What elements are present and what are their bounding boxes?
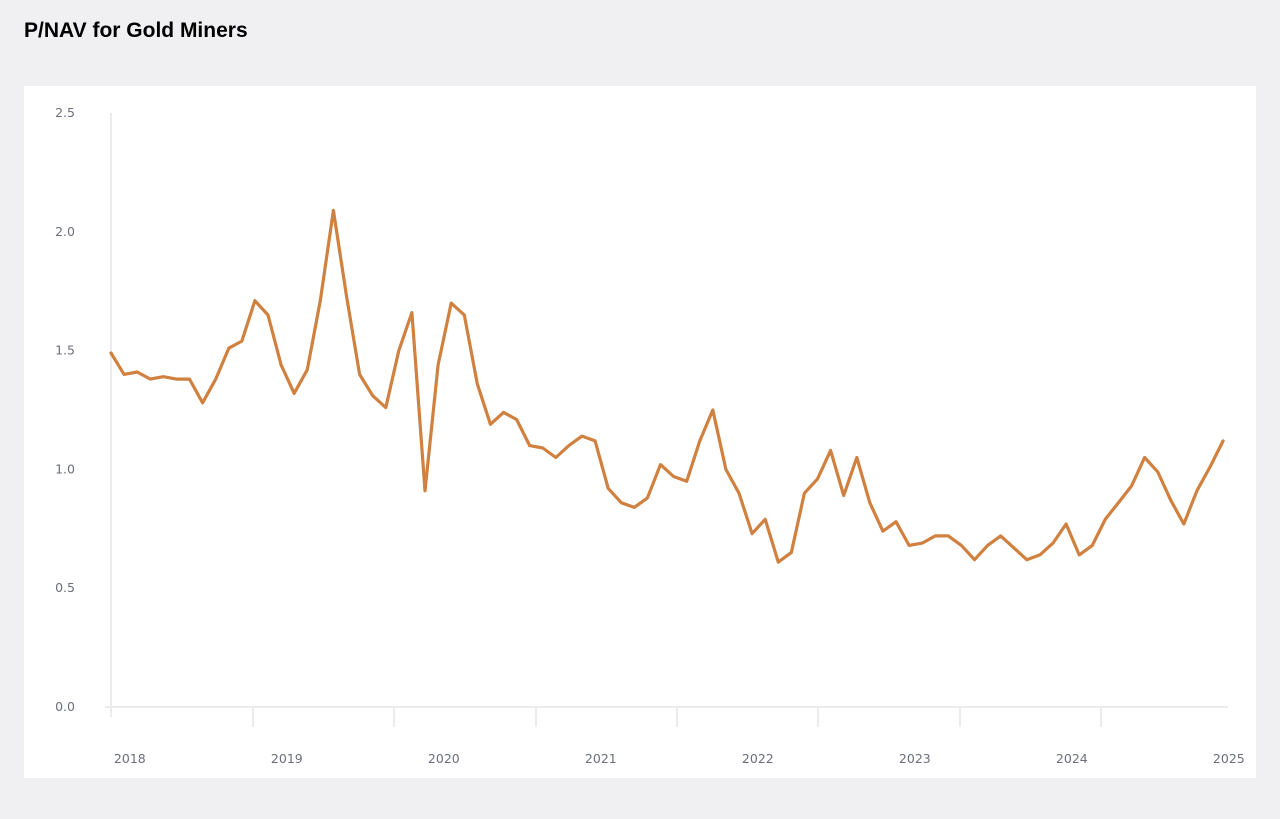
x-tick-label: 2020 — [428, 751, 460, 766]
x-tick-label: 2022 — [742, 751, 774, 766]
chart-card — [24, 86, 1256, 778]
x-tick-label: 2021 — [585, 751, 617, 766]
y-tick-label: 0.5 — [55, 580, 75, 595]
y-tick-label: 2.0 — [55, 224, 75, 239]
x-tick-label: 2025 — [1213, 751, 1245, 766]
y-tick-label: 0.0 — [55, 699, 75, 714]
y-tick-label: 1.0 — [55, 461, 75, 476]
series-line — [109, 208, 1225, 564]
x-tick-label: 2018 — [114, 751, 146, 766]
x-tick-label: 2024 — [1056, 751, 1088, 766]
y-tick-label: 2.5 — [55, 105, 75, 120]
x-tick-label: 2023 — [899, 751, 931, 766]
x-tick-label: 2019 — [271, 751, 303, 766]
y-tick-label: 1.5 — [55, 343, 75, 358]
chart-title: P/NAV for Gold Miners — [24, 19, 248, 42]
